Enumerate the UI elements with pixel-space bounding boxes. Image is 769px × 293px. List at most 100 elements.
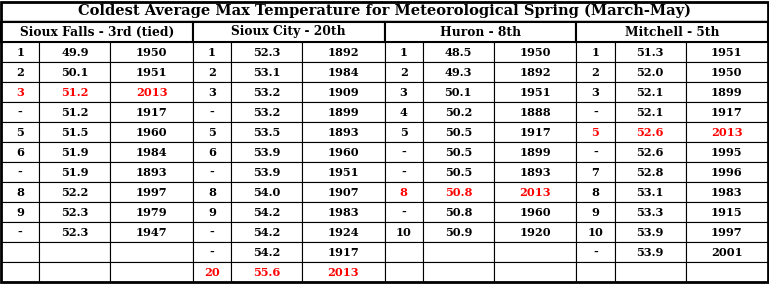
- Text: 1997: 1997: [135, 187, 168, 197]
- Bar: [302, 222, 384, 242]
- Bar: [231, 142, 302, 162]
- Text: -: -: [18, 226, 22, 238]
- Text: 1983: 1983: [711, 187, 743, 197]
- Text: 2013: 2013: [135, 86, 168, 98]
- Bar: [384, 242, 423, 262]
- Text: 8: 8: [400, 187, 408, 197]
- Text: 50.5: 50.5: [444, 146, 472, 158]
- Bar: [1, 62, 39, 82]
- Text: -: -: [401, 166, 406, 178]
- Bar: [110, 82, 193, 102]
- Bar: [39, 102, 110, 122]
- Bar: [193, 82, 231, 102]
- Bar: [614, 142, 685, 162]
- Bar: [110, 262, 193, 282]
- Bar: [423, 202, 494, 222]
- Bar: [494, 122, 576, 142]
- Text: 54.0: 54.0: [253, 187, 280, 197]
- Text: 2: 2: [400, 67, 408, 78]
- Text: 8: 8: [208, 187, 216, 197]
- Text: Coldest Average Max Temperature for Meteorological Spring (March-May): Coldest Average Max Temperature for Mete…: [78, 4, 691, 18]
- Text: 49.3: 49.3: [444, 67, 472, 78]
- Text: 5: 5: [208, 127, 216, 137]
- Text: Sioux Falls - 3rd (tied): Sioux Falls - 3rd (tied): [20, 25, 174, 38]
- Text: 3: 3: [591, 86, 599, 98]
- Text: 9: 9: [591, 207, 599, 217]
- Text: -: -: [209, 106, 215, 117]
- Bar: [576, 62, 614, 82]
- Text: 1915: 1915: [711, 207, 743, 217]
- Text: 1960: 1960: [519, 207, 551, 217]
- Text: 50.1: 50.1: [444, 86, 472, 98]
- Bar: [685, 122, 768, 142]
- Bar: [685, 42, 768, 62]
- Text: 1996: 1996: [711, 166, 743, 178]
- Bar: [685, 102, 768, 122]
- Text: 1951: 1951: [328, 166, 359, 178]
- Bar: [39, 122, 110, 142]
- Bar: [576, 122, 614, 142]
- Text: 53.9: 53.9: [637, 226, 664, 238]
- Bar: [193, 262, 231, 282]
- Text: 3: 3: [400, 86, 408, 98]
- Bar: [614, 162, 685, 182]
- Text: 1997: 1997: [711, 226, 743, 238]
- Text: 54.2: 54.2: [253, 246, 280, 258]
- Bar: [384, 22, 576, 42]
- Text: 1920: 1920: [519, 226, 551, 238]
- Bar: [685, 242, 768, 262]
- Text: 1917: 1917: [328, 246, 359, 258]
- Text: 1951: 1951: [519, 86, 551, 98]
- Text: -: -: [401, 207, 406, 217]
- Bar: [1, 122, 39, 142]
- Text: 1893: 1893: [519, 166, 551, 178]
- Text: 2: 2: [591, 67, 599, 78]
- Text: 52.3: 52.3: [253, 47, 280, 57]
- Bar: [423, 182, 494, 202]
- Text: 52.6: 52.6: [637, 146, 664, 158]
- Bar: [110, 222, 193, 242]
- Bar: [231, 182, 302, 202]
- Bar: [423, 102, 494, 122]
- Bar: [231, 262, 302, 282]
- Text: 48.5: 48.5: [444, 47, 472, 57]
- Text: -: -: [209, 226, 215, 238]
- Text: 50.5: 50.5: [444, 166, 472, 178]
- Bar: [231, 222, 302, 242]
- Text: 5: 5: [16, 127, 24, 137]
- Bar: [614, 122, 685, 142]
- Bar: [1, 262, 39, 282]
- Bar: [494, 262, 576, 282]
- Bar: [39, 42, 110, 62]
- Text: 51.2: 51.2: [61, 106, 88, 117]
- Bar: [193, 242, 231, 262]
- Text: Mitchell - 5th: Mitchell - 5th: [625, 25, 719, 38]
- Bar: [576, 22, 768, 42]
- Text: 5: 5: [591, 127, 599, 137]
- Text: -: -: [593, 106, 598, 117]
- Bar: [576, 182, 614, 202]
- Bar: [494, 182, 576, 202]
- Bar: [302, 82, 384, 102]
- Bar: [1, 102, 39, 122]
- Bar: [193, 142, 231, 162]
- Text: 5: 5: [400, 127, 408, 137]
- Bar: [576, 142, 614, 162]
- Bar: [110, 102, 193, 122]
- Bar: [110, 182, 193, 202]
- Text: 1899: 1899: [519, 146, 551, 158]
- Text: -: -: [593, 146, 598, 158]
- Bar: [384, 142, 423, 162]
- Text: 20: 20: [204, 267, 220, 277]
- Bar: [39, 162, 110, 182]
- Text: 52.3: 52.3: [62, 207, 88, 217]
- Bar: [1, 142, 39, 162]
- Bar: [614, 242, 685, 262]
- Bar: [685, 62, 768, 82]
- Bar: [685, 262, 768, 282]
- Bar: [384, 202, 423, 222]
- Text: -: -: [209, 246, 215, 258]
- Bar: [302, 42, 384, 62]
- Text: 2001: 2001: [711, 246, 743, 258]
- Text: 1892: 1892: [519, 67, 551, 78]
